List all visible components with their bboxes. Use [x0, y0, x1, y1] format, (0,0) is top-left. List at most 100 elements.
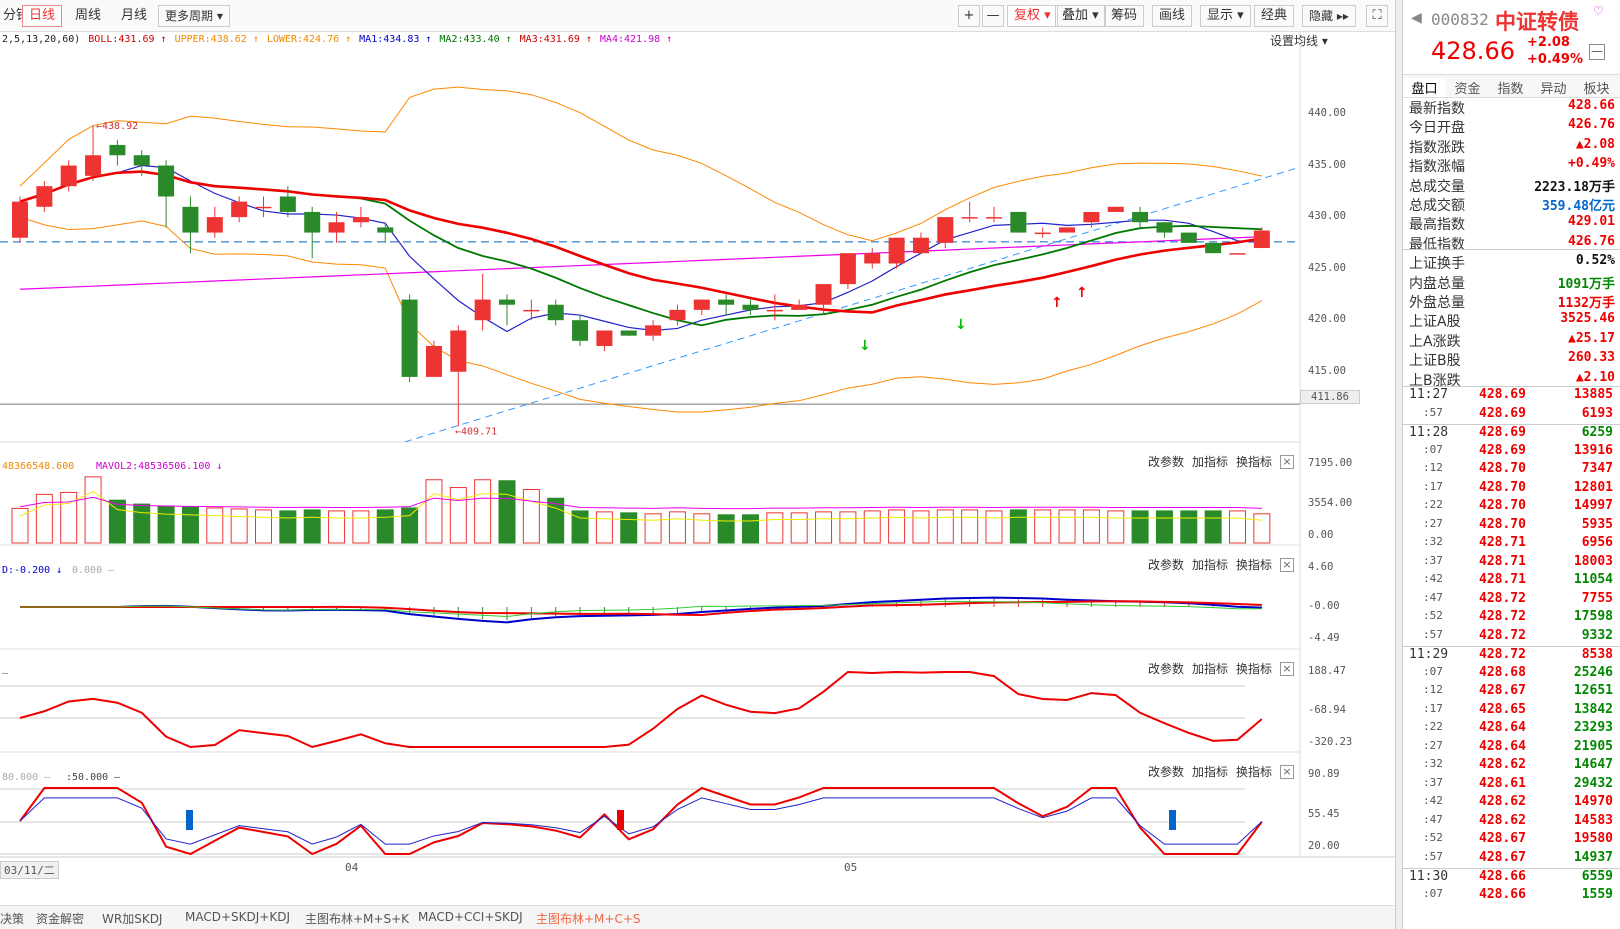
- stat-label: 最新指数: [1409, 101, 1465, 117]
- panel-gaican-button[interactable]: 改参数: [1148, 662, 1185, 676]
- panel-huan-button[interactable]: 换指标: [1236, 662, 1273, 676]
- panel-huan-button[interactable]: 换指标: [1236, 455, 1273, 469]
- stat-row: 外盘总量 1132万手: [1403, 292, 1620, 312]
- tick-volume: 9332: [1581, 627, 1613, 643]
- tick-volume: 21905: [1573, 738, 1613, 754]
- stat-row: 内盘总量 1091万手: [1403, 273, 1620, 293]
- tab-template-1[interactable]: 资金解密: [36, 912, 85, 926]
- stat-value: 429.01: [1568, 214, 1615, 230]
- tick-time: :37: [1423, 553, 1443, 567]
- tick-volume: 12651: [1573, 683, 1613, 698]
- boll-lower-line: [19, 216, 1263, 413]
- period-day-tab[interactable]: 日线: [22, 5, 63, 27]
- tick-price: 428.72: [1479, 609, 1526, 624]
- tick-row: 11:27 428.69 13885: [1403, 387, 1620, 406]
- display-dropdown[interactable]: 显示 ▾: [1200, 5, 1251, 27]
- tab-zijin[interactable]: 资金: [1454, 82, 1481, 97]
- stock-name: 中证转债: [1495, 10, 1579, 34]
- panel-jia-button[interactable]: 加指标: [1192, 765, 1229, 779]
- period-month-tab[interactable]: 月线: [121, 8, 148, 23]
- volume-bar: [1058, 509, 1076, 544]
- stat-label: 今日开盘: [1409, 120, 1465, 137]
- volume-bar: [1107, 510, 1125, 544]
- volume-bar: [376, 509, 394, 544]
- volume-bar: [1082, 509, 1100, 544]
- prev-stock-icon[interactable]: ◀: [1411, 10, 1422, 26]
- classic-button[interactable]: 经典: [1254, 5, 1295, 27]
- volume-bar: [84, 476, 102, 544]
- tick-row: :42 428.71 11054: [1403, 572, 1620, 591]
- ma4-line: [19, 236, 1262, 290]
- splitter[interactable]: [1395, 0, 1402, 929]
- fullscreen-icon[interactable]: ⛶: [1366, 5, 1388, 27]
- panel-jia-button[interactable]: 加指标: [1192, 558, 1229, 572]
- zoom-in-button[interactable]: +: [958, 5, 980, 27]
- panel-jia-button[interactable]: 加指标: [1192, 662, 1229, 676]
- volume-bar: [1034, 509, 1052, 544]
- tick-price: 428.72: [1479, 590, 1526, 606]
- divider: [1403, 249, 1620, 250]
- tab-template-2[interactable]: WR加SKDJ: [102, 912, 163, 926]
- candle-body: [1180, 232, 1197, 243]
- tick-volume: 7347: [1581, 461, 1613, 476]
- volume-bar: [1180, 510, 1198, 544]
- volume-bar: [449, 487, 467, 544]
- more-periods-dropdown[interactable]: 更多周期 ▾: [158, 5, 230, 27]
- tab-yidong[interactable]: 异动: [1540, 82, 1567, 97]
- candle-body: [133, 155, 150, 166]
- panel-close-icon[interactable]: ×: [1280, 558, 1294, 572]
- panel-close-icon[interactable]: ×: [1280, 765, 1294, 779]
- tick-price: 428.61: [1479, 775, 1526, 791]
- tick-price: 428.69: [1479, 405, 1526, 421]
- boll-upper-line: [19, 86, 1262, 242]
- period-week-tab[interactable]: 周线: [75, 8, 102, 23]
- stat-label: 内盘总量: [1409, 275, 1465, 292]
- panel-huan-button[interactable]: 换指标: [1236, 765, 1273, 779]
- stat-label: 指数涨跌: [1409, 139, 1465, 156]
- candle-body: [986, 217, 1002, 219]
- indicator-value-3: LOWER:424.76 ↑: [266, 34, 352, 45]
- tab-template-4[interactable]: 主图布林+M+S+K: [305, 912, 410, 926]
- panel-huan-button[interactable]: 换指标: [1236, 558, 1273, 572]
- adjust-rights-dropdown[interactable]: 复权 ▾: [1007, 5, 1058, 27]
- tick-time: :57: [1423, 849, 1443, 863]
- tab-zhishu[interactable]: 指数: [1497, 82, 1524, 97]
- volume-bar: [35, 493, 53, 544]
- y-tick: -4.49: [1308, 632, 1340, 644]
- candle-body: [1083, 211, 1100, 223]
- hide-button[interactable]: 隐藏 ▸▸: [1302, 5, 1356, 27]
- overlay-dropdown[interactable]: 叠加 ▾: [1055, 5, 1106, 27]
- panel-gaican-button[interactable]: 改参数: [1148, 765, 1185, 779]
- zoom-out-button[interactable]: —: [982, 5, 1004, 27]
- y-tick: 430.00: [1308, 210, 1346, 222]
- favorite-icon[interactable]: ♡: [1593, 4, 1604, 18]
- tab-template-6[interactable]: 主图布林+M+C+S: [536, 912, 641, 926]
- tab-template-3[interactable]: MACD+SKDJ+KDJ: [185, 910, 290, 924]
- collapse-icon[interactable]: —: [1589, 44, 1605, 60]
- tick-volume: 13885: [1573, 387, 1613, 402]
- ma3-line: [19, 170, 1263, 314]
- tick-time: :32: [1423, 757, 1443, 770]
- tab-template-0[interactable]: 决策: [0, 912, 25, 926]
- tick-price: 428.69: [1479, 442, 1526, 458]
- stat-row: 上B涨跌 ▲2.10: [1403, 370, 1620, 390]
- candle-body: [231, 201, 248, 218]
- draw-line-button[interactable]: 画线: [1152, 5, 1193, 27]
- tab-pankou[interactable]: 盘口: [1403, 78, 1446, 97]
- panel-gaican-button[interactable]: 改参数: [1148, 455, 1185, 469]
- tab-bankuai[interactable]: 板块: [1583, 82, 1610, 97]
- chips-button[interactable]: 筹码: [1104, 5, 1145, 27]
- tick-row: :32 428.71 6956: [1403, 535, 1620, 554]
- indicator-value-6: MA3:431.69 ↑: [519, 34, 592, 45]
- ref-price-label: 411.86: [1300, 390, 1360, 404]
- stat-value: 1132万手: [1557, 296, 1615, 311]
- volume-bar: [108, 499, 126, 544]
- set-ma-button[interactable]: 设置均线 ▾: [1270, 34, 1328, 48]
- panel-jia-button[interactable]: 加指标: [1192, 455, 1229, 469]
- panel-close-icon[interactable]: ×: [1280, 455, 1294, 469]
- tab-template-5[interactable]: MACD+CCI+SKDJ: [418, 910, 523, 924]
- panel-gaican-button[interactable]: 改参数: [1148, 558, 1185, 572]
- chart-canvas[interactable]: ←438.92 ←409.71 ↑ ↑ ↓ ↓: [0, 32, 1395, 912]
- tick-price: 428.62: [1479, 812, 1526, 828]
- panel-close-icon[interactable]: ×: [1280, 662, 1294, 676]
